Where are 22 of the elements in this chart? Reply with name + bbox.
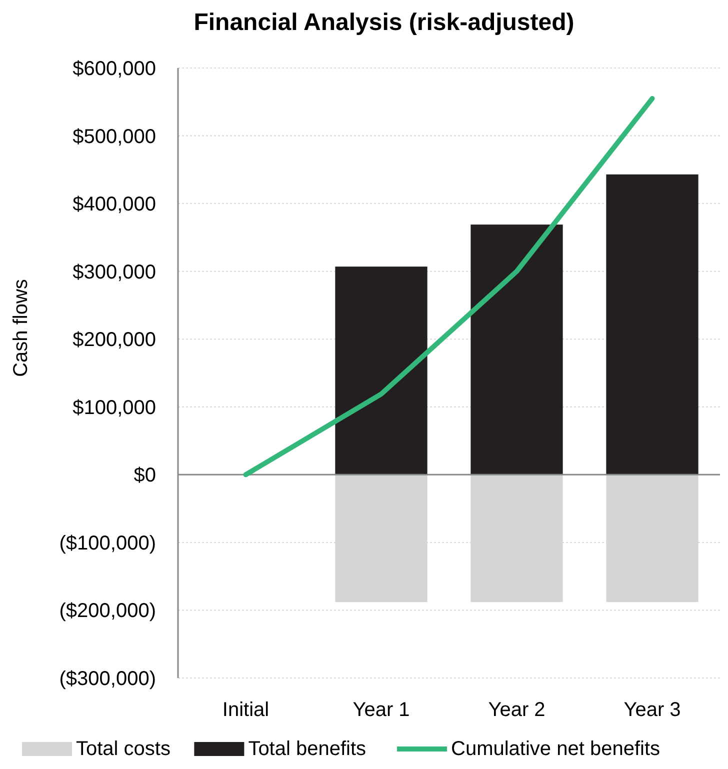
legend-label: Cumulative net benefits: [451, 738, 660, 760]
bar: [470, 224, 563, 475]
bar: [606, 174, 698, 475]
y-tick-label: $500,000: [72, 126, 156, 148]
x-tick-label: Initial: [222, 699, 270, 721]
x-tick-label: Year 1: [352, 699, 410, 721]
y-tick-label: $300,000: [72, 261, 156, 284]
y-axis-title: Cash flows: [10, 279, 32, 377]
x-tick-label: Year 3: [624, 699, 681, 721]
y-tick-label: ($200,000): [59, 600, 156, 622]
y-tick-label: $100,000: [72, 396, 156, 419]
x-tick-label: Year 2: [488, 699, 546, 721]
y-tick-label: $600,000: [72, 58, 156, 80]
y-tick-label: ($300,000): [59, 668, 156, 690]
y-tick-label: $200,000: [72, 329, 156, 352]
bar: [335, 266, 428, 475]
chart-title: Financial Analysis (risk-adjusted): [194, 9, 574, 36]
legend-label: Total benefits: [248, 738, 366, 760]
y-tick-label: $0: [134, 464, 156, 487]
y-tick-label: $400,000: [72, 194, 156, 216]
y-tick-label: ($100,000): [59, 532, 156, 554]
legend-label: Total costs: [76, 738, 170, 760]
